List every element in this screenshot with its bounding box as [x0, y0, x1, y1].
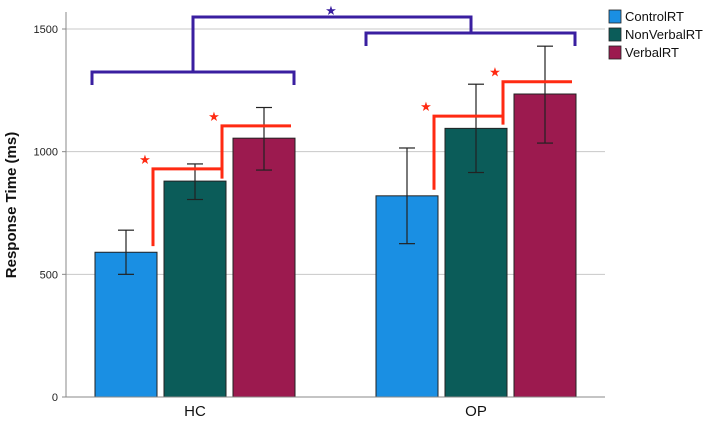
bar-verbalrt-hc [232, 137, 296, 398]
error-bar [256, 106, 272, 171]
axes [65, 12, 605, 398]
x-tick-label: OP [465, 403, 487, 420]
legend-label: ControlRT [625, 9, 684, 24]
legend: ControlRT NonVerbalRT VerbalRT [608, 9, 703, 60]
error-bar [537, 45, 553, 144]
bar-nonverbalrt-hc [163, 180, 227, 398]
pairwise-bracket [220, 124, 291, 179]
legend-swatch-verbalrt [608, 45, 622, 60]
error-bar [468, 83, 484, 174]
y-tick-label: 0 [52, 392, 58, 404]
bar-controlrt-hc [94, 251, 158, 398]
significance-star: ★ [325, 4, 337, 19]
x-tick-labels: HC OP [184, 403, 487, 420]
error-bars [118, 45, 553, 275]
pairwise-bracket [432, 114, 503, 190]
pairwise-bracket [501, 80, 572, 125]
error-bar [118, 229, 134, 275]
legend-swatch-controlrt [608, 9, 622, 24]
legend-swatch-nonverbalrt [608, 27, 622, 42]
y-tick-label: 1500 [34, 24, 58, 36]
pairwise-bracket [151, 167, 222, 247]
legend-label: NonVerbalRT [625, 27, 703, 42]
bar-verbalrt-op [513, 93, 577, 398]
significance-star: ★ [489, 66, 501, 81]
significance-star: ★ [420, 100, 432, 115]
x-tick-label: HC [184, 403, 206, 420]
significance-star: ★ [208, 110, 220, 125]
bar-nonverbalrt-op [444, 127, 508, 398]
between-groups-bracket [191, 15, 473, 72]
y-tick-labels: 0 500 1000 1500 [34, 24, 66, 404]
y-tick-label: 500 [40, 269, 58, 281]
y-axis-title: Response Time (ms) [3, 132, 20, 278]
group-bracket [364, 31, 577, 46]
significance-star: ★ [139, 153, 151, 168]
legend-label: VerbalRT [625, 45, 679, 60]
y-tick-label: 1000 [34, 147, 58, 159]
bars [94, 93, 577, 398]
significance-annotations: ★ ★ ★ ★ ★ [90, 4, 577, 247]
error-bar [399, 147, 415, 245]
group-bracket [90, 70, 296, 85]
